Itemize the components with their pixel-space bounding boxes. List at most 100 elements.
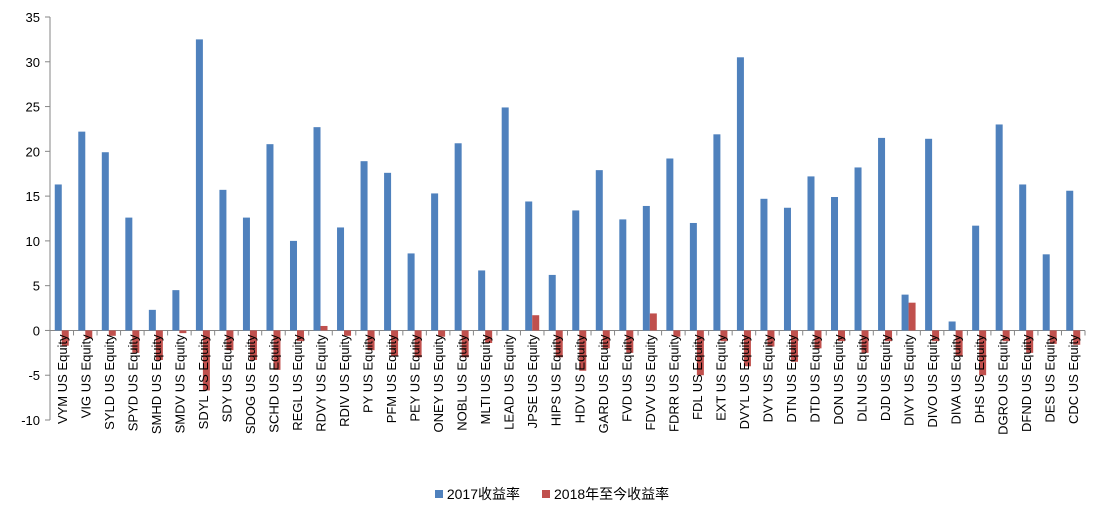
bar-2017	[431, 193, 439, 331]
bar-2018	[485, 330, 493, 343]
x-tick-label: PY US Equity	[361, 334, 376, 413]
x-tick-label: NOBL US Equity	[455, 334, 470, 431]
bar-2018	[296, 330, 304, 342]
bar-2017	[972, 225, 980, 331]
x-tick-label: MLTI US Equity	[478, 334, 493, 425]
bar-2017	[783, 207, 791, 331]
x-tick-label: SDY US Equity	[219, 334, 234, 422]
bar-chart: -10 -5 0 5 10 15 20 25 30 35 VYM US Equity VIG US E…	[21, 10, 1086, 435]
x-tick-label: FDL US Equity	[690, 334, 705, 420]
bar-2017	[478, 270, 486, 331]
bar-2018	[202, 330, 210, 391]
x-tick-label: FVD US Equity	[619, 334, 634, 422]
x-tick-label: HIPS US Equity	[549, 334, 564, 426]
x-tick-label: JPSE US Equity	[525, 334, 540, 428]
bar-2017	[1066, 190, 1074, 331]
bar-2017	[337, 227, 345, 331]
x-tick-label: SDYL US Equity	[196, 334, 211, 429]
legend-label: 2018年至今收益率	[554, 486, 670, 502]
x-tick-label: DVY US Equity	[760, 334, 775, 422]
bar-2017	[242, 217, 250, 331]
x-tick-label: VIG US Equity	[78, 334, 93, 418]
bar-2018	[696, 330, 704, 376]
bar-2018	[367, 330, 375, 351]
y-tick-label: 30	[26, 55, 40, 70]
legend-label: 2017收益率	[446, 486, 520, 502]
x-tick-label: RDVY US Equity	[314, 334, 329, 432]
x-tick-label: PFM US Equity	[384, 334, 399, 423]
x-tick-label: REGL US Equity	[290, 334, 305, 431]
bar-2017	[760, 198, 768, 331]
y-tick-label: 5	[33, 279, 40, 294]
bar-2017	[266, 144, 274, 331]
y-tick-label: -10	[21, 413, 40, 428]
x-tick-label: DIVA US Equity	[949, 334, 964, 425]
x-tick-label: DHS US Equity	[972, 334, 987, 423]
bar-2018	[743, 330, 751, 367]
bar-2017	[713, 134, 721, 331]
x-tick-label: DVYL US Equity	[737, 334, 752, 429]
x-tick-label: VYM US Equity	[55, 334, 70, 424]
bar-2017	[101, 152, 109, 331]
x-tick-label: DES US Equity	[1043, 334, 1058, 423]
bar-2018	[344, 330, 352, 336]
y-tick-label: 35	[26, 10, 40, 25]
x-tick-label: GARD US Equity	[596, 334, 611, 433]
bar-2017	[572, 210, 580, 331]
x-tick-label: SMDV US Equity	[172, 334, 187, 433]
x-tick-label: HDV US Equity	[572, 334, 587, 423]
bar-2017	[384, 172, 392, 331]
bar-2018	[626, 330, 634, 353]
bar-2018	[414, 330, 422, 358]
bar-2017	[525, 201, 533, 331]
bar-2017	[925, 138, 933, 331]
y-tick-label: 0	[33, 323, 40, 338]
bar-2018	[226, 330, 234, 351]
x-tick-label: CDC US Equity	[1066, 334, 1081, 424]
bar-2017	[1042, 254, 1050, 331]
x-tick-label: RDIV US Equity	[337, 334, 352, 427]
x-tick-label: SMHD US Equity	[149, 334, 164, 434]
bar-2018	[1049, 330, 1057, 344]
bar-2017	[360, 161, 368, 331]
bar-2018	[908, 302, 916, 331]
bar-2017	[195, 39, 203, 331]
legend-swatch	[434, 490, 443, 498]
x-tick-label: FDRR US Equity	[666, 334, 681, 432]
bar-2018	[720, 330, 728, 342]
x-tick-label: DGRO US Equity	[996, 334, 1011, 435]
legend-item-2017: 2017收益率	[434, 484, 520, 504]
bar-2018	[885, 330, 893, 342]
bar-2017	[219, 189, 227, 331]
y-tick-label: 25	[26, 100, 40, 115]
legend-swatch	[542, 490, 550, 498]
bar-2018	[673, 330, 681, 337]
bar-2017	[148, 309, 156, 331]
bar-2017	[831, 197, 839, 331]
bar-2018	[979, 330, 987, 376]
bar-2018	[155, 330, 163, 360]
bar-2018	[1002, 330, 1010, 342]
x-tick-label: SDOG US Equity	[243, 334, 258, 434]
bar-2018	[61, 330, 69, 346]
bar-2017	[619, 219, 627, 331]
x-tick-label: DON US Equity	[831, 334, 846, 425]
bar-2017	[807, 176, 815, 331]
bar-2018	[838, 330, 846, 342]
x-tick-label: SCHD US Equity	[266, 334, 281, 433]
bar-2017	[666, 158, 674, 331]
bar-2018	[273, 330, 281, 370]
bar-2017	[854, 167, 862, 331]
y-tick-label: 20	[26, 144, 40, 159]
x-tick-label: DIVY US Equity	[902, 334, 917, 426]
x-tick-label: ONEY US Equity	[431, 334, 446, 433]
bar-2017	[501, 107, 509, 331]
bar-2017	[313, 127, 321, 331]
x-tick-label: DLN US Equity	[855, 334, 870, 422]
bar-2018	[649, 313, 657, 331]
bar-2017	[454, 143, 462, 331]
y-tick-label: -5	[28, 368, 40, 383]
bar-2018	[438, 330, 446, 337]
bar-2018	[579, 330, 587, 371]
